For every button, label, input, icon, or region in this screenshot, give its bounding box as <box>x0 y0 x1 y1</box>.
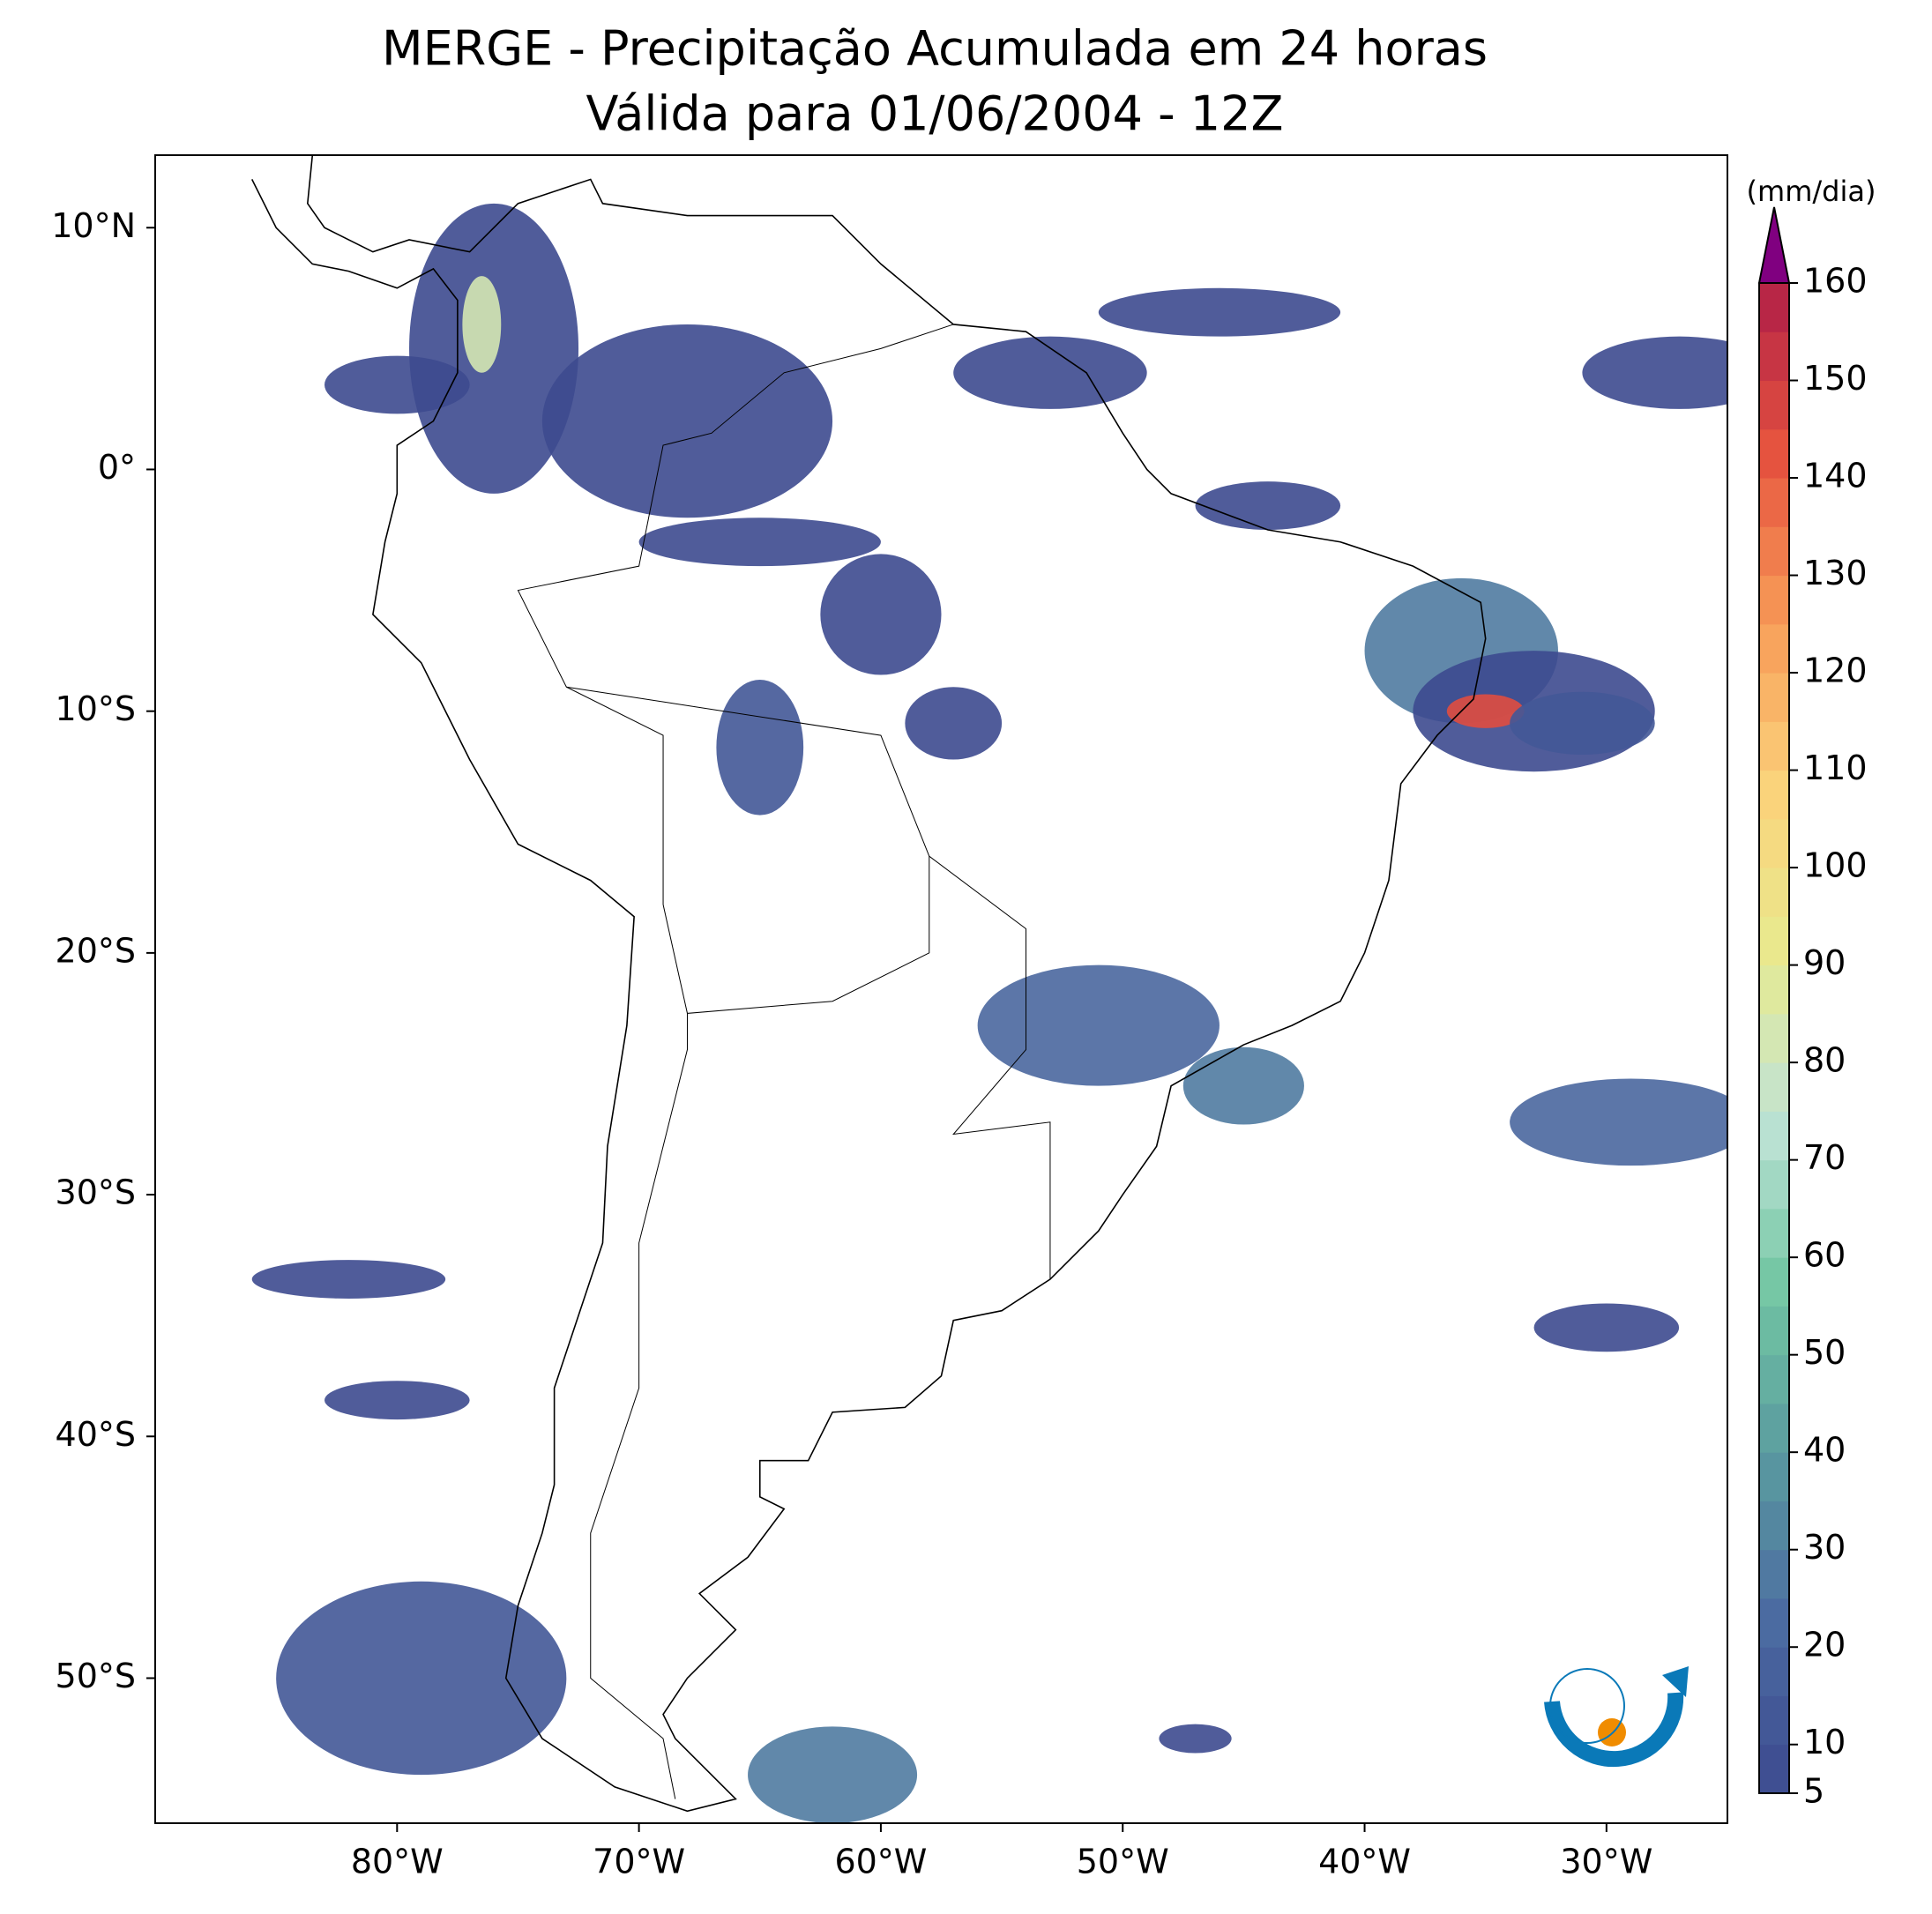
y-tick-label: 40°S <box>56 1415 136 1454</box>
x-tick-label: 60°W <box>834 1843 927 1881</box>
rain-area <box>251 1260 446 1299</box>
colorbar-tick-label: 5 <box>1803 1772 1824 1811</box>
rain-area <box>1182 1046 1304 1125</box>
colorbar-tick-label: 90 <box>1803 943 1846 982</box>
colorbar-band <box>1759 1111 1789 1161</box>
colorbar-tick-label: 110 <box>1803 748 1868 787</box>
rain-area <box>1195 481 1341 531</box>
colorbar-label: (mm/dia) <box>1747 175 1876 208</box>
coastline <box>251 155 1487 1813</box>
map-title: MERGE - Precipitação Acumulada em 24 hor… <box>382 21 1488 77</box>
colorbar-tick-label: 30 <box>1803 1528 1846 1567</box>
colorbar-band <box>1759 1403 1789 1453</box>
colorbar-band <box>1759 428 1789 479</box>
rain-area <box>276 1581 567 1776</box>
rain-area <box>462 276 502 373</box>
colorbar-frame <box>1758 282 1790 1794</box>
rain-area <box>324 355 470 414</box>
y-tick-label: 0° <box>98 448 136 487</box>
colorbar-band <box>1759 380 1789 430</box>
colorbar-tick-label: 40 <box>1803 1431 1846 1470</box>
rain-area <box>541 324 833 518</box>
rain-area <box>748 1726 918 1823</box>
rain-area <box>977 964 1220 1086</box>
colorbar-tick-label: 80 <box>1803 1041 1846 1080</box>
border <box>566 686 1051 1280</box>
y-tick-label: 20°S <box>56 931 136 970</box>
rain-area <box>1533 1303 1680 1352</box>
colorbar-band <box>1759 1452 1789 1501</box>
rain-area <box>820 554 942 675</box>
colorbar-band <box>1759 1597 1789 1648</box>
y-tick-label: 50°S <box>56 1657 136 1695</box>
border <box>662 856 930 1014</box>
precipitation-field <box>251 203 1727 1823</box>
colorbar-band <box>1759 868 1789 917</box>
colorbar-band <box>1759 964 1789 1015</box>
rain-area <box>1098 287 1341 337</box>
colorbar-band <box>1759 1208 1789 1258</box>
colorbar-tick-label: 50 <box>1803 1333 1846 1372</box>
colorbar-band <box>1759 1647 1789 1696</box>
y-tick-label: 10°S <box>56 689 136 728</box>
rain-area <box>1582 336 1727 409</box>
rain-area <box>1446 694 1525 728</box>
rain-area <box>1159 1724 1232 1754</box>
colorbar-band <box>1759 673 1789 722</box>
colorbar-band <box>1759 916 1789 966</box>
colorbar-band <box>1759 1013 1789 1063</box>
x-tick-label: 80°W <box>351 1843 444 1881</box>
colorbar-tick-label: 20 <box>1803 1626 1846 1665</box>
rain-area <box>716 680 804 815</box>
colorbar-band <box>1759 283 1789 332</box>
x-tick-label: 50°W <box>1077 1843 1169 1881</box>
colorbar-tick-label: 130 <box>1803 554 1868 592</box>
colorbar-band <box>1759 1354 1789 1404</box>
coastlines <box>251 155 1487 1813</box>
inpe-logo <box>1544 1666 1689 1768</box>
y-tick-label: 10°N <box>51 206 136 245</box>
rain-area <box>1510 1078 1727 1166</box>
rain-area <box>905 687 1003 760</box>
colorbar-band <box>1759 1549 1789 1599</box>
colorbar-band <box>1759 1159 1789 1210</box>
colorbar-band <box>1759 721 1789 771</box>
border <box>590 1013 688 1799</box>
colorbar-band <box>1759 623 1789 674</box>
colorbar-band <box>1759 1306 1789 1356</box>
colorbar-tick-label: 60 <box>1803 1236 1846 1275</box>
colorbar-tick-label: 140 <box>1803 457 1868 495</box>
plot-frame <box>154 154 1728 1824</box>
colorbar-tick-label: 100 <box>1803 846 1868 885</box>
colorbar-extend <box>1757 206 1791 284</box>
colorbar-band <box>1759 818 1789 868</box>
y-tick-label: 30°S <box>56 1173 136 1212</box>
colorbar-band <box>1759 1257 1789 1307</box>
rain-area <box>1510 691 1655 756</box>
rain-area <box>953 336 1147 409</box>
colorbar-band <box>1759 1062 1789 1112</box>
colorbar-tick-label: 70 <box>1803 1138 1846 1177</box>
x-tick-label: 40°W <box>1318 1843 1411 1881</box>
rain-area <box>638 518 881 567</box>
colorbar-band <box>1759 331 1789 382</box>
colorbar-tick-label: 150 <box>1803 359 1868 398</box>
x-tick-label: 70°W <box>593 1843 685 1881</box>
x-tick-label: 30°W <box>1560 1843 1652 1881</box>
colorbar-tick-label: 120 <box>1803 652 1868 690</box>
colorbar-band <box>1759 770 1789 820</box>
border <box>517 324 954 905</box>
colorbar-band <box>1759 1501 1789 1551</box>
colorbar-band <box>1759 1695 1789 1746</box>
map-subtitle: Válida para 01/06/2004 - 12Z <box>586 86 1284 142</box>
colorbar-band <box>1759 575 1789 625</box>
colorbar-band <box>1759 478 1789 527</box>
colorbar-tick-label: 160 <box>1803 262 1868 301</box>
colorbar-tick-label: 10 <box>1803 1723 1846 1761</box>
colorbar-band <box>1759 1744 1789 1794</box>
rain-area <box>324 1381 470 1420</box>
colorbar-band <box>1759 526 1789 577</box>
